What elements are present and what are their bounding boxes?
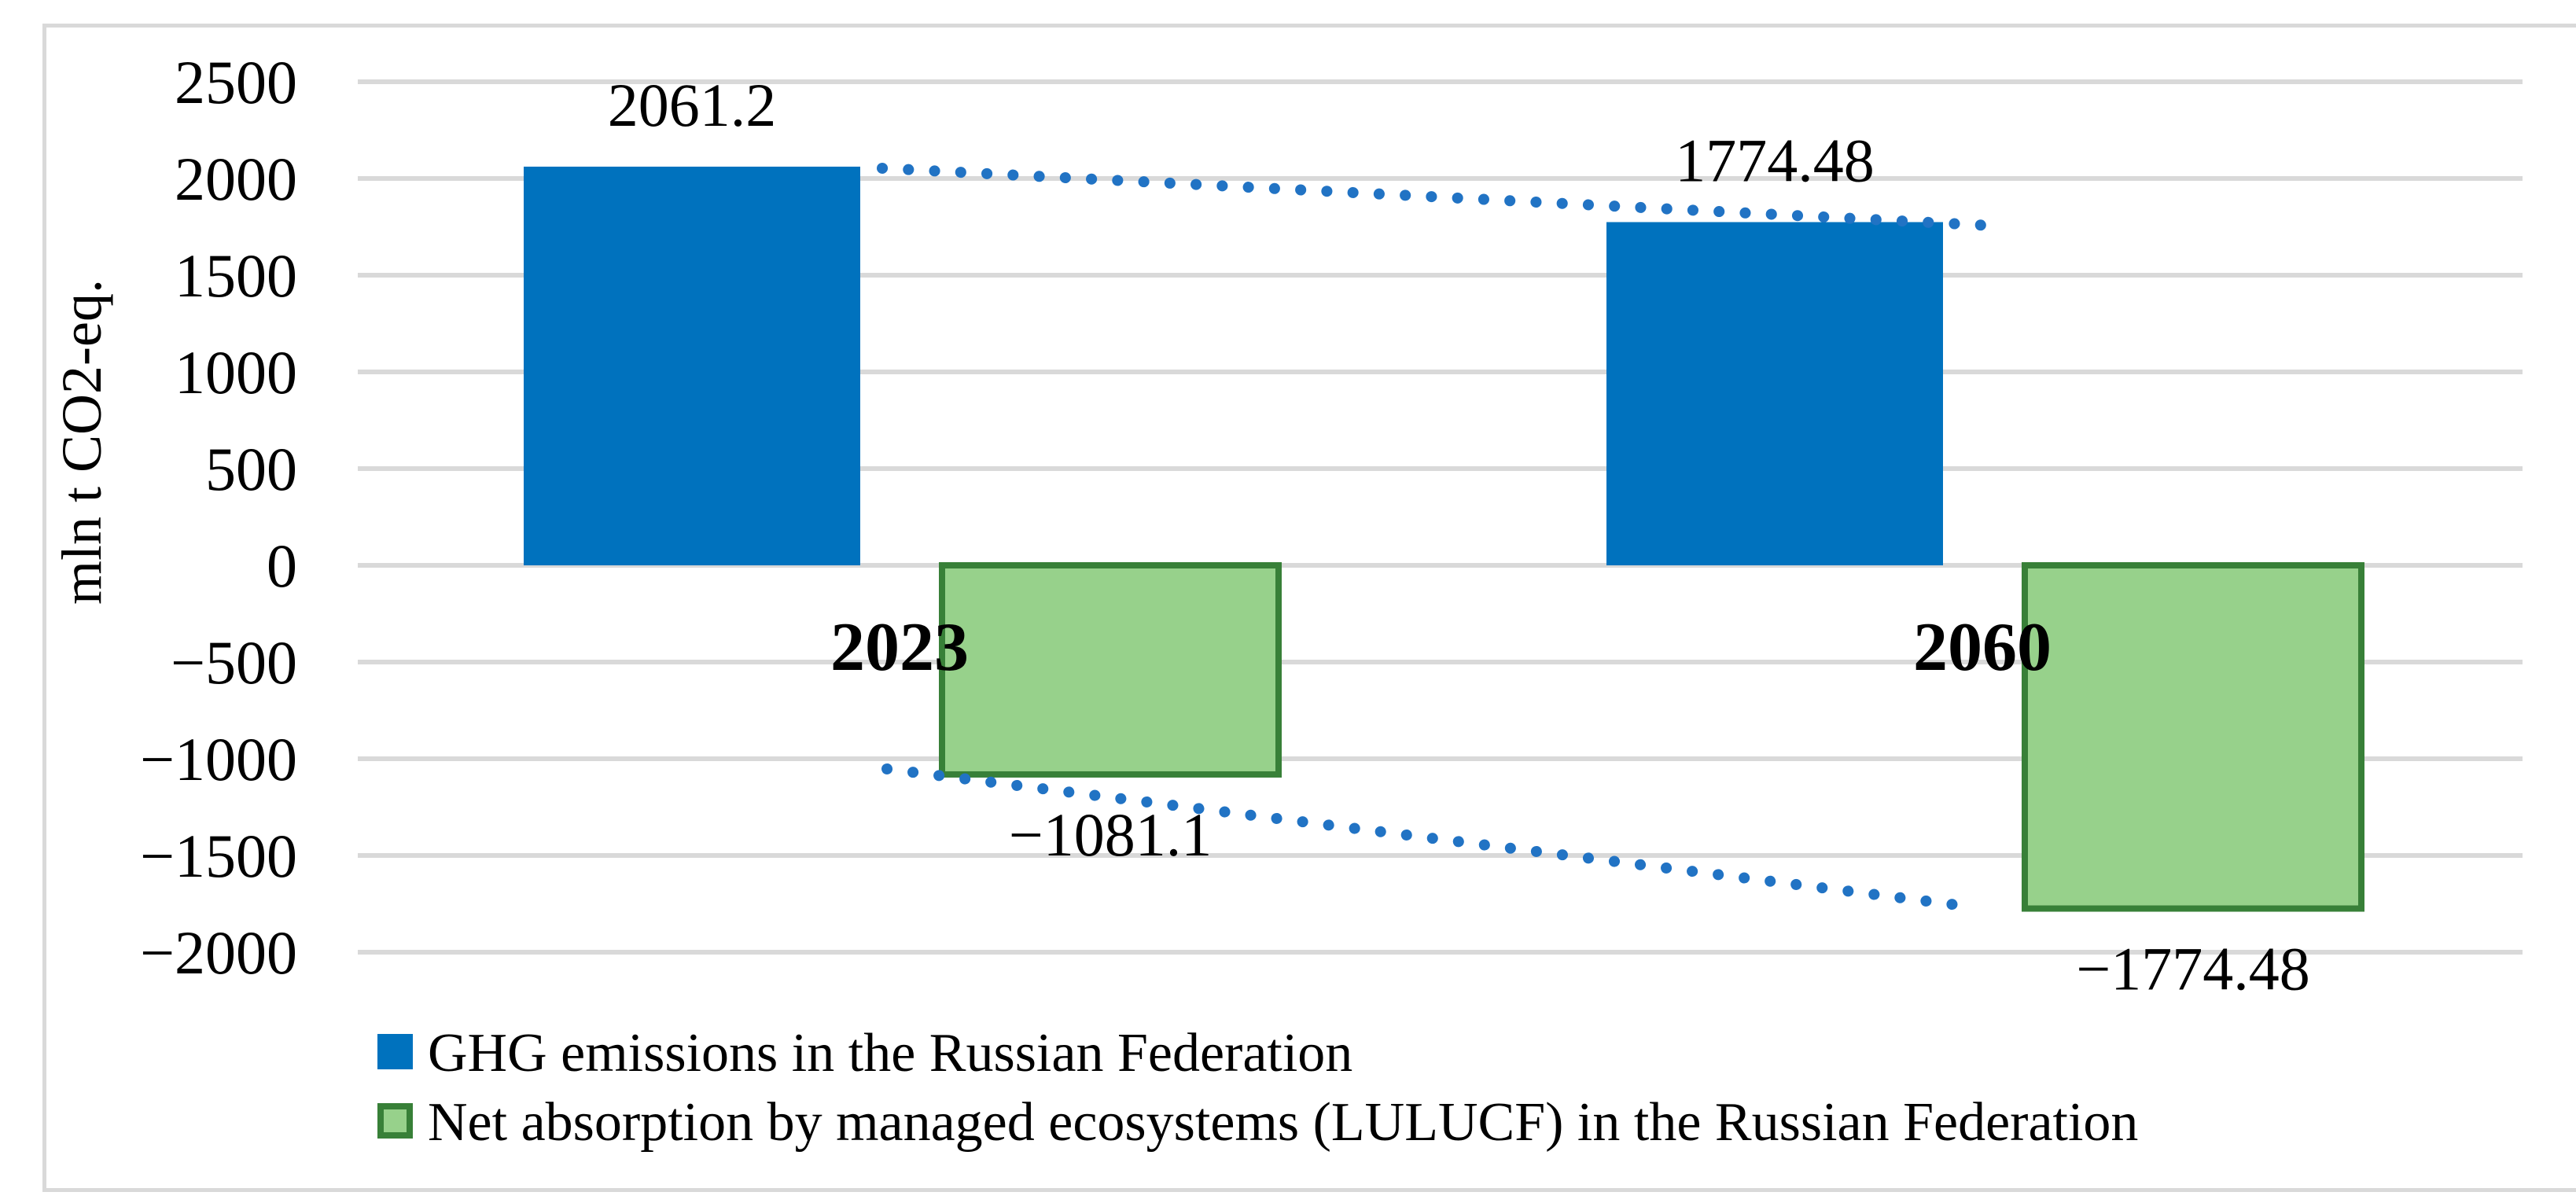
bar-data-label: −1081.1: [1009, 800, 1213, 869]
y-axis-tick-label: −500: [171, 628, 297, 697]
y-axis-title: mln t CO2-eq.: [50, 279, 113, 605]
legend-swatch: [381, 1106, 410, 1135]
y-axis-tick-label: 500: [205, 435, 297, 503]
category-label-2023: 2023: [830, 609, 969, 686]
y-axis-tick-label: 1500: [175, 241, 297, 310]
bar-chart-canvas: 2500 2000 1500 1000 500 0 −500 −1000 −1500 −2000 m…: [31, 13, 2576, 1203]
y-axis-tick-label: −1500: [140, 822, 297, 890]
legend-label: Net absorption by managed ecosystems (LU…: [428, 1092, 2138, 1153]
category-label-2060: 2060: [1913, 609, 2052, 686]
y-axis-tick-label: 2000: [175, 145, 297, 213]
legend-swatch: [377, 1034, 413, 1069]
y-axis-tick-label: 0: [267, 532, 297, 600]
bar-ghg-2023: [524, 167, 860, 565]
bar-ghg-2060: [1606, 222, 1943, 565]
bar-data-label: −1774.48: [2076, 935, 2310, 1003]
legend-label: GHG emissions in the Russian Federation: [428, 1023, 1352, 1083]
bar-net-2060: [2025, 565, 2361, 909]
bar-data-label: 2061.2: [608, 71, 777, 139]
bar-data-label: 1774.48: [1675, 126, 1875, 194]
y-axis-tick-label: −1000: [140, 725, 297, 793]
bar-net-2023: [942, 565, 1279, 774]
y-axis-tick-label: 2500: [175, 48, 297, 116]
y-axis-tick-label: 1000: [175, 338, 297, 407]
y-axis-tick-label: −2000: [140, 918, 297, 987]
emissions-absorption-bar-chart: 2500 2000 1500 1000 500 0 −500 −1000 −1500 −2000 m…: [31, 13, 2576, 1203]
